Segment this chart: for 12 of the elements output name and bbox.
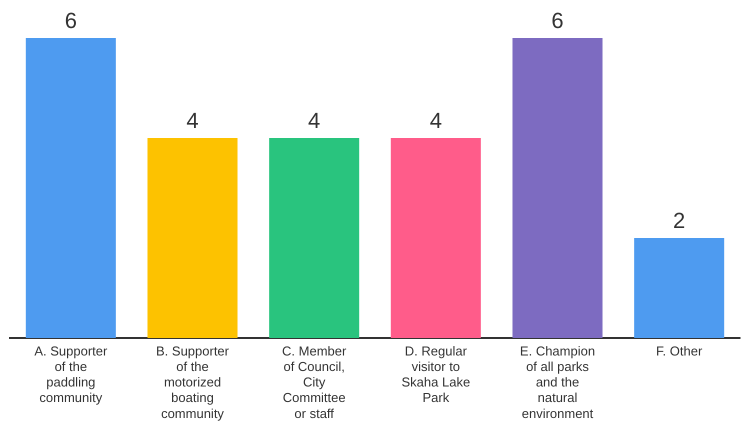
x-tick-label: A. Supporter of the paddling community — [34, 343, 108, 406]
data-label: 4 — [308, 108, 320, 134]
x-tick-label: D. Regular visitor to Skaha Lake Park — [401, 343, 470, 406]
x-tick-label: B. Supporter of the motorized boating community — [156, 343, 230, 421]
x-tick-label: F. Other — [656, 343, 703, 358]
x-tick-label: E. Champion of all parks and the natural environment — [520, 343, 596, 421]
data-label: 4 — [430, 108, 442, 134]
x-tick-label: C. Member of Council, City Committee or staff — [282, 343, 347, 421]
data-label: 4 — [186, 108, 199, 134]
data-label: 2 — [673, 208, 686, 234]
data-label: 6 — [64, 8, 77, 34]
data-label: 6 — [551, 8, 564, 34]
